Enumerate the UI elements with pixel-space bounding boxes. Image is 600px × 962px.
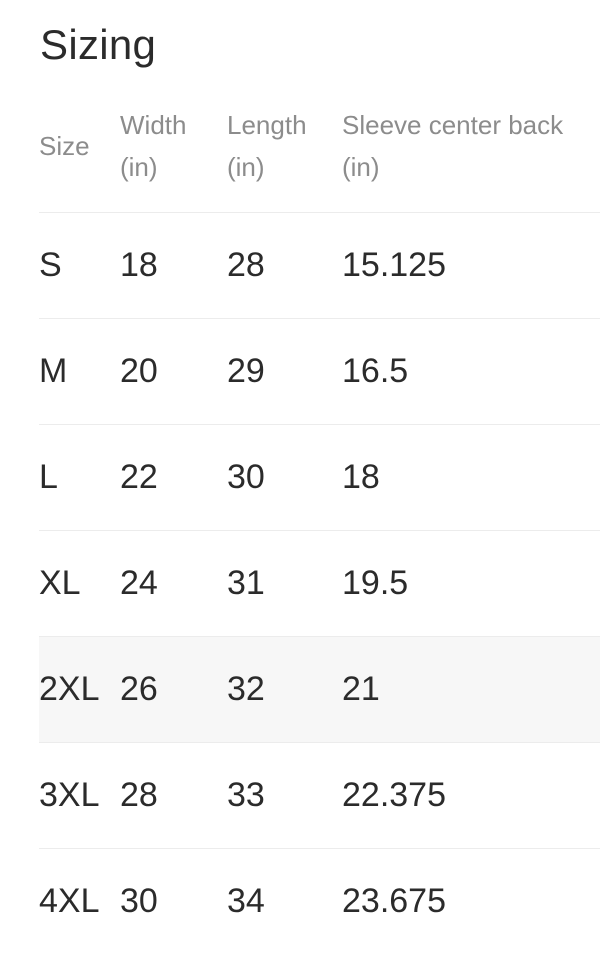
column-header-unit: (in) — [120, 152, 158, 182]
width-cell: 28 — [120, 776, 158, 814]
column-header-unit: (in) — [227, 152, 265, 182]
length-cell: 34 — [227, 882, 265, 920]
length-cell: 33 — [227, 776, 265, 814]
sleeve-cell: 19.5 — [342, 564, 409, 602]
table-header-row: Size Width (in) Length (in) Sleeve cente… — [39, 104, 600, 213]
table-row: XL 24 31 19.5 — [39, 531, 600, 637]
width-cell: 26 — [120, 670, 158, 708]
size-cell: L — [39, 458, 58, 496]
section-title: Sizing — [40, 21, 157, 68]
length-cell: 30 — [227, 458, 265, 496]
length-cell: 29 — [227, 352, 265, 390]
width-cell: 22 — [120, 458, 158, 496]
length-cell: 28 — [227, 246, 265, 284]
sleeve-cell: 23.675 — [342, 882, 446, 920]
column-header-sleeve-center-back: Sleeve center back (in) — [342, 104, 600, 188]
column-header-label: Sleeve center back — [342, 110, 564, 140]
length-cell: 31 — [227, 564, 265, 602]
size-cell: 2XL — [39, 670, 100, 708]
sleeve-cell: 15.125 — [342, 246, 446, 284]
column-header-size: Size — [39, 125, 120, 167]
table-row: S 18 28 15.125 — [39, 213, 600, 319]
sleeve-cell: 18 — [342, 458, 380, 496]
sizing-table: Size Width (in) Length (in) Sleeve cente… — [39, 104, 600, 954]
width-cell: 18 — [120, 246, 158, 284]
sleeve-cell: 16.5 — [342, 352, 409, 390]
sizing-section: Sizing Size Width (in) Length (in) Sleev… — [0, 24, 600, 954]
size-cell: 4XL — [39, 882, 100, 920]
column-header-unit: (in) — [342, 152, 380, 182]
sleeve-cell: 21 — [342, 670, 380, 708]
table-row: M 20 29 16.5 — [39, 319, 600, 425]
width-cell: 30 — [120, 882, 158, 920]
size-cell: M — [39, 352, 68, 390]
size-cell: 3XL — [39, 776, 100, 814]
width-cell: 24 — [120, 564, 158, 602]
table-row: 3XL 28 33 22.375 — [39, 743, 600, 849]
column-header-width: Width (in) — [120, 104, 227, 188]
column-header-label: Length — [227, 110, 307, 140]
sleeve-cell: 22.375 — [342, 776, 446, 814]
width-cell: 20 — [120, 352, 158, 390]
size-cell: S — [39, 246, 62, 284]
column-header-label: Size — [39, 131, 90, 161]
column-header-length: Length (in) — [227, 104, 342, 188]
size-cell: XL — [39, 564, 81, 602]
table-row-highlighted: 2XL 26 32 21 — [39, 637, 600, 743]
table-row: L 22 30 18 — [39, 425, 600, 531]
column-header-label: Width — [120, 110, 187, 140]
table-row: 4XL 30 34 23.675 — [39, 849, 600, 954]
length-cell: 32 — [227, 670, 265, 708]
